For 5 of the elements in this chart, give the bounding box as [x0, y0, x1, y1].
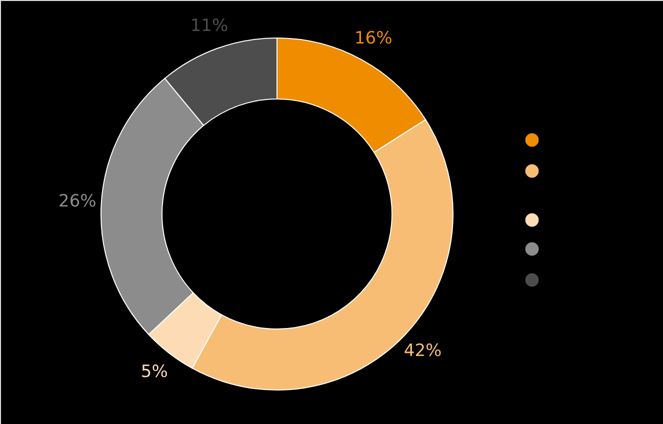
data-label: 42%: [404, 340, 442, 361]
data-label: 5%: [140, 362, 168, 382]
data-label: 26%: [58, 191, 96, 212]
data-label: 11%: [190, 16, 228, 36]
data-label: 16%: [354, 28, 392, 49]
